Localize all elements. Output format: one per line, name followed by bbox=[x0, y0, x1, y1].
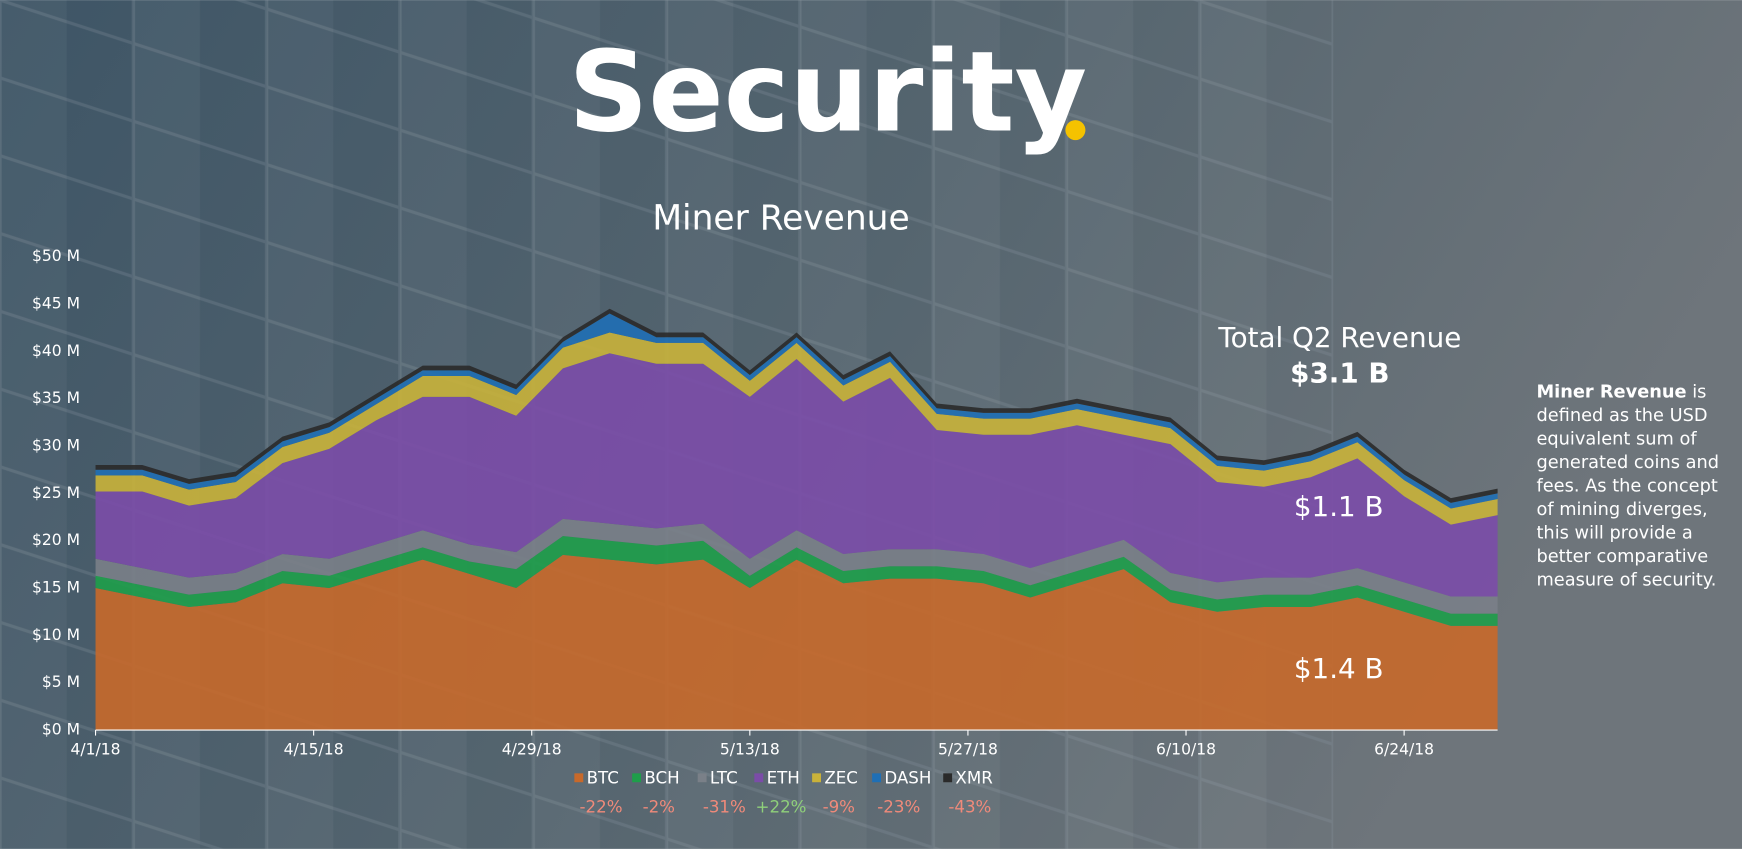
y-tick-label: $45 M bbox=[32, 295, 80, 313]
note-text: generated coins and bbox=[1536, 453, 1719, 473]
legend-swatch bbox=[632, 773, 642, 783]
legend-swatch bbox=[754, 773, 764, 783]
btc-total: $1.4 B bbox=[1294, 652, 1384, 685]
legend-swatch bbox=[943, 773, 953, 783]
note-line: fees. As the concept bbox=[1536, 476, 1717, 496]
y-tick-label: $10 M bbox=[32, 626, 80, 644]
note-line: this will provide a bbox=[1536, 524, 1692, 544]
area bbox=[95, 332, 1498, 525]
note-line: better comparative bbox=[1536, 547, 1708, 567]
note-term: Miner Revenue bbox=[1536, 382, 1686, 402]
legend-change: -23% bbox=[877, 797, 920, 816]
chart-title: Miner Revenue bbox=[652, 199, 909, 239]
legend-label: DASH bbox=[884, 768, 931, 787]
legend-swatch bbox=[812, 773, 822, 783]
area bbox=[95, 518, 1498, 614]
note-line: of mining diverges, bbox=[1536, 500, 1707, 520]
note-text: equivalent sum of bbox=[1536, 429, 1697, 449]
legend-change: -31% bbox=[703, 797, 746, 816]
legend-swatch bbox=[574, 773, 584, 783]
area bbox=[95, 353, 1498, 597]
note-line: defined as the USD bbox=[1536, 406, 1707, 426]
note-line: generated coins and bbox=[1536, 453, 1719, 473]
legend-label: LTC bbox=[710, 768, 738, 787]
slide-title: Security bbox=[568, 28, 1087, 157]
note-line: Miner Revenue is bbox=[1536, 382, 1706, 402]
note-line: measure of security. bbox=[1536, 571, 1716, 591]
eth-total: $1.1 B bbox=[1294, 490, 1384, 523]
x-tick-label: 5/27/18 bbox=[938, 741, 998, 759]
legend-change: -2% bbox=[643, 797, 675, 816]
x-tick-label: 4/29/18 bbox=[502, 741, 562, 759]
note-text: of mining diverges, bbox=[1536, 500, 1707, 520]
note-text: this will provide a bbox=[1536, 524, 1692, 544]
legend-label: ZEC bbox=[824, 768, 858, 787]
y-tick-label: $20 M bbox=[32, 531, 80, 549]
y-tick-label: $40 M bbox=[32, 342, 80, 360]
x-tick-label: 4/1/18 bbox=[71, 741, 121, 759]
legend-change: -22% bbox=[580, 797, 623, 816]
legend-swatch bbox=[872, 773, 881, 783]
legend-change: +22% bbox=[756, 797, 807, 816]
legend-label: BTC bbox=[587, 768, 619, 787]
area bbox=[95, 535, 1498, 626]
note-text: measure of security. bbox=[1536, 571, 1716, 591]
note-line: equivalent sum of bbox=[1536, 429, 1697, 449]
legend-label: ETH bbox=[767, 768, 800, 787]
note-text: better comparative bbox=[1536, 547, 1708, 567]
y-tick-label: $0 M bbox=[42, 721, 80, 739]
plot: $0 M $5 M $10 M $15 M $20 M $25 M $30 M $35 M $4… bbox=[32, 247, 1498, 816]
y-tick-label: $15 M bbox=[32, 579, 80, 597]
legend-label: BCH bbox=[644, 768, 679, 787]
y-tick-label: $5 M bbox=[42, 673, 80, 691]
y-tick-label: $25 M bbox=[32, 484, 80, 502]
legend-label: XMR bbox=[955, 768, 993, 787]
note-text: defined as the USD bbox=[1536, 406, 1707, 426]
total-label: Total Q2 Revenue bbox=[1217, 321, 1461, 354]
legend-swatch bbox=[697, 773, 707, 783]
x-tick-label: 6/24/18 bbox=[1374, 741, 1434, 759]
x-tick-label: 5/13/18 bbox=[720, 741, 780, 759]
note-text: is bbox=[1687, 382, 1707, 402]
y-tick-label: $50 M bbox=[32, 247, 80, 265]
x-tick-label: 4/15/18 bbox=[284, 741, 344, 759]
y-tick-label: $35 M bbox=[32, 389, 80, 407]
area bbox=[95, 554, 1498, 731]
total-value: $3.1 B bbox=[1290, 357, 1389, 390]
y-tick-label: $30 M bbox=[32, 437, 80, 455]
x-tick-label: 6/10/18 bbox=[1156, 741, 1216, 759]
note-text: fees. As the concept bbox=[1536, 476, 1717, 496]
side-note: Miner Revenue is defined as the USD equiva… bbox=[1536, 382, 1719, 590]
legend-change: -43% bbox=[948, 797, 991, 816]
legend-change: -9% bbox=[823, 797, 855, 816]
title-dot bbox=[1065, 120, 1086, 141]
